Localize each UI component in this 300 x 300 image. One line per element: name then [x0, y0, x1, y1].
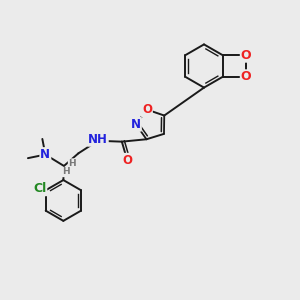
Text: NH: NH — [88, 133, 108, 146]
Text: Cl: Cl — [33, 182, 46, 195]
Text: O: O — [122, 154, 132, 167]
Text: N: N — [40, 148, 50, 161]
Text: H: H — [61, 167, 69, 176]
Text: O: O — [241, 49, 251, 62]
Text: O: O — [241, 70, 251, 83]
Text: H: H — [68, 159, 76, 168]
Text: N: N — [131, 118, 141, 131]
Text: O: O — [142, 103, 152, 116]
